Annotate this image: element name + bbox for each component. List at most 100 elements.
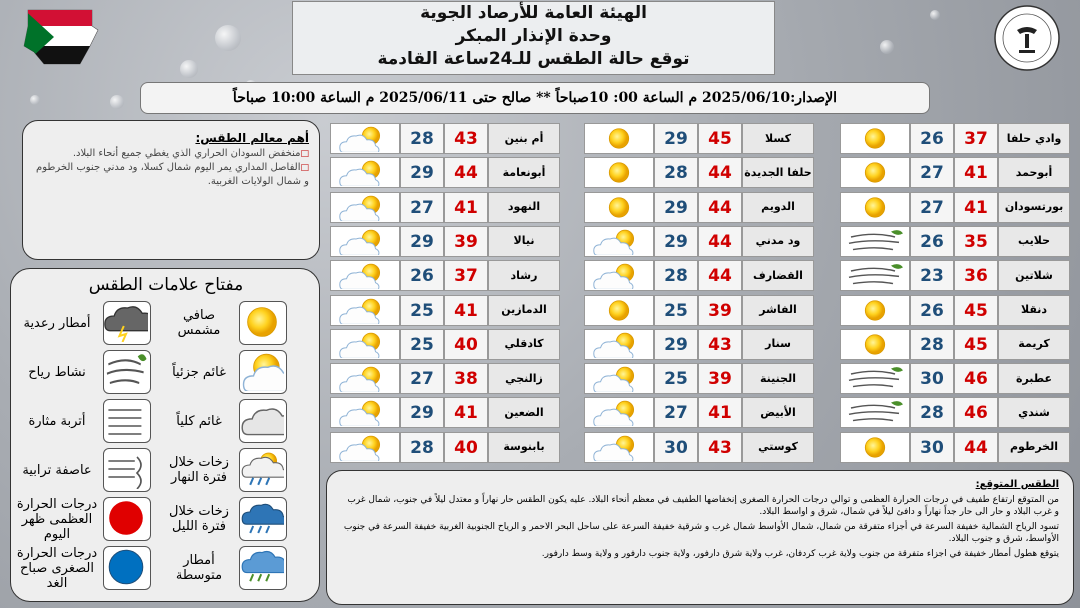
min-temp: 27 bbox=[654, 397, 698, 429]
weather-icon bbox=[848, 264, 903, 285]
max-temp: 44 bbox=[954, 431, 998, 463]
weather-icon bbox=[339, 126, 381, 152]
legend-label: أتربة مثارة bbox=[28, 413, 86, 429]
icon-cell bbox=[330, 191, 400, 223]
icon-cell bbox=[840, 191, 910, 223]
weather-icon bbox=[339, 366, 381, 393]
min-temp: 30 bbox=[910, 431, 954, 463]
city-name: الأبيض bbox=[742, 397, 814, 429]
expected-paragraph: يتوقع هطول أمطار خفيفة في اجزاء متفرقة م… bbox=[541, 549, 1059, 559]
weather-icon bbox=[339, 263, 381, 290]
icon-cell bbox=[330, 363, 400, 395]
min-temp: 25 bbox=[400, 328, 444, 360]
city-name: كريمة bbox=[998, 328, 1070, 360]
city-name: الدويم bbox=[742, 191, 814, 223]
city-name: كادقلي bbox=[488, 328, 560, 360]
icon-cell bbox=[584, 123, 654, 154]
legend-icon bbox=[239, 448, 287, 492]
icon-cell bbox=[584, 397, 654, 429]
icon-cell bbox=[840, 157, 910, 189]
weather-icon bbox=[593, 332, 635, 358]
feature-item: منخفض السودان الحراري الذي يغطي جميع أنح… bbox=[33, 147, 309, 161]
weather-icon bbox=[241, 503, 284, 534]
city-name: الدمازين bbox=[488, 294, 560, 326]
expected-heading: الطقس المتوقع: bbox=[975, 479, 1059, 490]
weather-icon bbox=[848, 230, 903, 251]
logo bbox=[994, 5, 1060, 71]
max-temp: 43 bbox=[444, 123, 488, 154]
min-temp: 26 bbox=[400, 260, 444, 292]
legend-title: مفتاح علامات الطقس bbox=[88, 275, 244, 295]
legend-label: نشاط رياح bbox=[28, 364, 86, 380]
city-name: الخرطوم bbox=[998, 431, 1070, 463]
icon-cell bbox=[584, 157, 654, 189]
icon-cell bbox=[584, 363, 654, 395]
max-temp: 36 bbox=[954, 260, 998, 292]
max-temp: 43 bbox=[698, 431, 742, 463]
expected-paragraph: من المتوقع ارتفاع طفيف في درجات الحرارة … bbox=[347, 495, 1059, 517]
weather-icon bbox=[339, 229, 381, 255]
min-temp: 26 bbox=[910, 294, 954, 326]
max-temp: 40 bbox=[444, 431, 488, 463]
weather-icon bbox=[339, 401, 381, 427]
droplet bbox=[215, 25, 241, 51]
expected-box: الطقس المتوقع: من المتوقع ارتفاع طفيف في… bbox=[326, 470, 1074, 605]
weather-icon bbox=[864, 334, 886, 355]
max-temp: 39 bbox=[444, 225, 488, 257]
features-heading: أهم معالم الطقس: bbox=[195, 131, 309, 145]
min-temp: 28 bbox=[400, 431, 444, 463]
min-temp: 25 bbox=[400, 294, 444, 326]
max-temp: 40 bbox=[444, 328, 488, 360]
droplet bbox=[180, 60, 198, 78]
min-temp: 29 bbox=[654, 225, 698, 257]
icon-cell bbox=[584, 294, 654, 326]
max-temp: 41 bbox=[698, 397, 742, 429]
city-name: أبوحمد bbox=[998, 157, 1070, 189]
icon-cell bbox=[330, 294, 400, 326]
weather-icon bbox=[864, 196, 886, 218]
droplet bbox=[880, 40, 894, 54]
city-name: القضارف bbox=[742, 260, 814, 292]
min-temp: 26 bbox=[910, 225, 954, 257]
min-temp: 23 bbox=[910, 260, 954, 292]
legend-label: عاصفة ترابية bbox=[22, 462, 92, 478]
issue-line: الإصدار:2025/06/10 م الساعة 00: 10صباحاً… bbox=[140, 82, 930, 114]
icon-cell bbox=[330, 123, 400, 154]
legend-icon bbox=[239, 399, 287, 443]
weather-icon bbox=[339, 298, 381, 324]
min-temp: 27 bbox=[910, 157, 954, 189]
weather-icon bbox=[241, 408, 284, 436]
city-name: الضعين bbox=[488, 397, 560, 429]
min-temp: 25 bbox=[654, 363, 698, 395]
max-temp: 41 bbox=[954, 157, 998, 189]
city-name: نيالا bbox=[488, 225, 560, 257]
max-temp: 37 bbox=[444, 260, 488, 292]
weather-icon bbox=[593, 435, 635, 461]
city-name: ود مدني bbox=[742, 225, 814, 257]
feature-item: الفاصل المداري يمر اليوم شمال كسلا، ود م… bbox=[33, 161, 309, 189]
legend-label: أمطار رعدية bbox=[23, 315, 91, 331]
max-temp: 44 bbox=[698, 260, 742, 292]
icon-cell bbox=[840, 225, 910, 257]
legend-label: غائم جزئياً bbox=[172, 364, 226, 380]
sudan-flag bbox=[23, 9, 99, 65]
weather-icon bbox=[241, 550, 284, 582]
legend-label: غائم كلياً bbox=[176, 413, 222, 429]
features-box: أهم معالم الطقس: منخفض السودان الحراري ا… bbox=[22, 120, 320, 260]
weather-icon bbox=[106, 354, 147, 385]
icon-cell bbox=[584, 260, 654, 292]
droplet bbox=[110, 95, 124, 109]
weather-icon bbox=[593, 401, 635, 427]
max-temp: 37 bbox=[954, 123, 998, 154]
legend-icon bbox=[103, 497, 151, 541]
legend-icon bbox=[239, 497, 287, 541]
max-temp: 39 bbox=[698, 363, 742, 395]
weather-icon bbox=[848, 401, 903, 422]
icon-cell bbox=[840, 260, 910, 292]
weather-icon bbox=[241, 452, 284, 486]
city-name: أبونعامة bbox=[488, 157, 560, 189]
max-temp: 43 bbox=[698, 328, 742, 360]
min-temp: 28 bbox=[910, 328, 954, 360]
icon-cell bbox=[840, 397, 910, 429]
